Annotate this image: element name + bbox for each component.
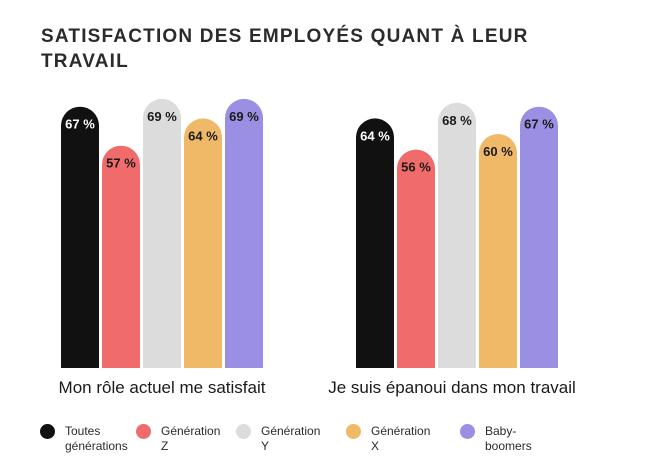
legend-swatch-3 xyxy=(346,424,361,439)
legend: Toutes générations Génération Z Génération… xyxy=(40,424,640,464)
data-label-0-2: 69 % xyxy=(147,109,177,124)
bar-chart: 67 % 57 % 69 % 64 % 69 % Mon rôle actuel me s… xyxy=(59,98,576,397)
legend-label-1: Génération Z xyxy=(161,424,221,453)
bar-1-4 xyxy=(520,106,558,368)
data-label-1-4: 67 % xyxy=(524,117,554,132)
legend-label-2: Génération Y xyxy=(261,424,321,453)
chart-title: SATISFACTION DES EMPLOYÉS QUANT À LEUR T… xyxy=(41,26,529,72)
bar-0-0 xyxy=(61,106,99,368)
bar-1-0 xyxy=(356,118,394,368)
legend-label-4: Baby-boomers xyxy=(485,424,532,453)
legend-label-3: Génération X xyxy=(371,424,431,453)
data-label-0-0: 67 % xyxy=(65,117,95,132)
legend-item-1: Génération Z xyxy=(136,424,231,454)
legend-swatch-2 xyxy=(236,424,251,439)
bar-0-3 xyxy=(184,118,222,368)
legend-swatch-0 xyxy=(40,424,55,439)
bar-1-1 xyxy=(397,149,435,368)
data-label-0-1: 57 % xyxy=(106,156,136,171)
legend-label-0: Toutes générations xyxy=(65,424,128,453)
legend-item-0: Toutes générations xyxy=(40,424,135,454)
legend-swatch-4 xyxy=(460,424,475,439)
legend-swatch-1 xyxy=(136,424,151,439)
data-label-0-4: 69 % xyxy=(229,109,259,124)
category-label-0: Mon rôle actuel me satisfait xyxy=(59,378,266,397)
bar-1-3 xyxy=(479,134,517,368)
bar-0-1 xyxy=(102,145,140,368)
legend-item-3: Génération X xyxy=(346,424,441,454)
data-label-1-3: 60 % xyxy=(483,144,513,159)
legend-item-4: Baby-boomers xyxy=(460,424,555,454)
data-label-1-1: 56 % xyxy=(401,160,431,175)
bar-1-2 xyxy=(438,102,476,368)
data-label-1-0: 64 % xyxy=(360,128,390,143)
data-label-1-2: 68 % xyxy=(442,113,472,128)
bar-0-4 xyxy=(225,98,263,369)
legend-item-2: Génération Y xyxy=(236,424,331,454)
category-label-1: Je suis épanoui dans mon travail xyxy=(328,378,576,397)
data-label-0-3: 64 % xyxy=(188,128,218,143)
bar-0-2 xyxy=(143,98,181,369)
